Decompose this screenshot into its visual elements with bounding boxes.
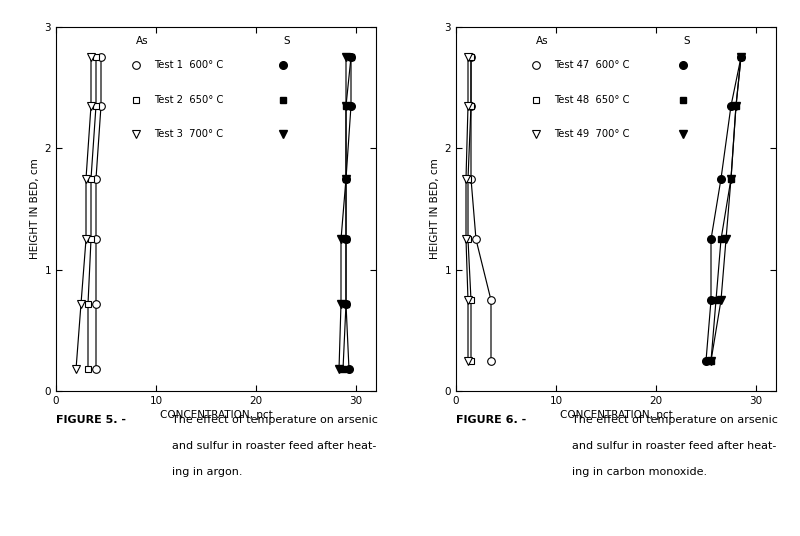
Text: ing in carbon monoxide.: ing in carbon monoxide. [572, 467, 707, 477]
Text: FIGURE 5. -: FIGURE 5. - [56, 415, 126, 426]
Y-axis label: HEIGHT IN BED, cm: HEIGHT IN BED, cm [30, 159, 40, 259]
Text: As: As [536, 36, 549, 46]
X-axis label: CONCENTRATION, pct: CONCENTRATION, pct [560, 410, 672, 420]
Text: and sulfur in roaster feed after heat-: and sulfur in roaster feed after heat- [172, 441, 376, 451]
Y-axis label: HEIGHT IN BED, cm: HEIGHT IN BED, cm [430, 159, 440, 259]
Text: Test 49  700° C: Test 49 700° C [554, 129, 629, 139]
Text: S: S [683, 36, 690, 46]
X-axis label: CONCENTRATION, pct: CONCENTRATION, pct [160, 410, 272, 420]
Text: The effect of temperature on arsenic: The effect of temperature on arsenic [172, 415, 378, 426]
Text: The effect of temperature on arsenic: The effect of temperature on arsenic [572, 415, 778, 426]
Text: Test 1  600° C: Test 1 600° C [154, 60, 223, 70]
Text: and sulfur in roaster feed after heat-: and sulfur in roaster feed after heat- [572, 441, 776, 451]
Text: ing in argon.: ing in argon. [172, 467, 242, 477]
Text: FIGURE 6. -: FIGURE 6. - [456, 415, 526, 426]
Text: As: As [136, 36, 149, 46]
Text: Test 47  600° C: Test 47 600° C [554, 60, 629, 70]
Text: S: S [283, 36, 290, 46]
Text: Test 48  650° C: Test 48 650° C [554, 95, 629, 105]
Text: Test 3  700° C: Test 3 700° C [154, 129, 222, 139]
Text: Test 2  650° C: Test 2 650° C [154, 95, 223, 105]
